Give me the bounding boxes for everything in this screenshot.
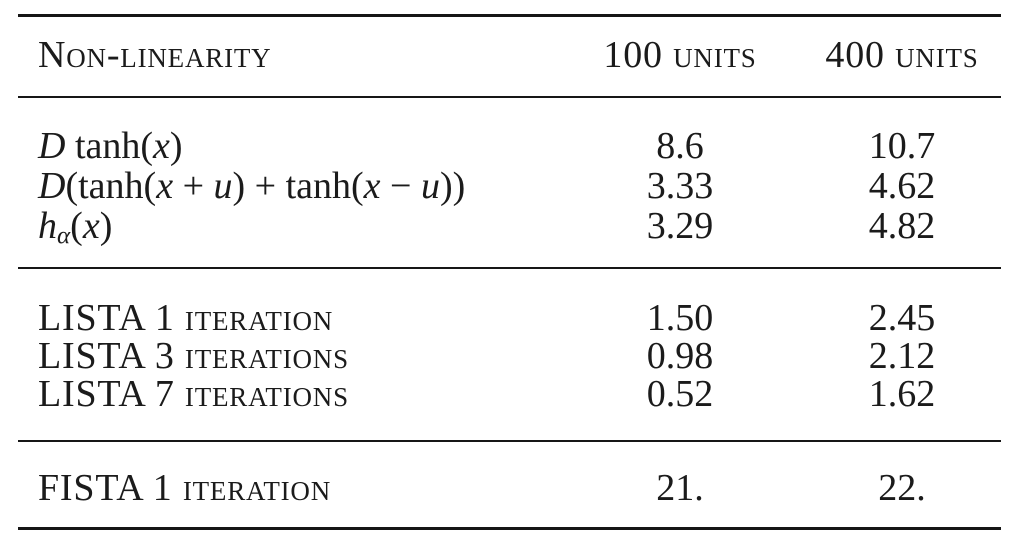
formula-segment: ) bbox=[169, 125, 183, 167]
formula-segment: x bbox=[82, 205, 100, 247]
formula-segment: ( bbox=[70, 205, 83, 247]
value-lista1-100: 1.50 bbox=[646, 297, 714, 339]
formula-subscript-alpha: α bbox=[57, 222, 71, 250]
value-halpha-400: 4.82 bbox=[868, 205, 936, 247]
formula-segment: ) + tanh( bbox=[232, 165, 364, 207]
header-400-units: 400 units bbox=[825, 34, 979, 76]
formula-segment: x bbox=[156, 165, 174, 207]
value-fista1-400: 22. bbox=[878, 467, 926, 509]
formula-segment: x bbox=[153, 125, 170, 167]
table-row-dtanh: D tanh(x) 8.6 10.7 bbox=[18, 126, 1001, 166]
value-lista7-100: 0.52 bbox=[646, 373, 714, 415]
formula-dtanh: D tanh(x) bbox=[18, 126, 585, 166]
value-lista7-400: 1.62 bbox=[868, 373, 936, 415]
table-bottom-rule bbox=[18, 527, 1001, 530]
formula-segment: ) bbox=[99, 205, 113, 247]
table-row-fista1: FISTA 1 iteration 21. 22. bbox=[18, 468, 1001, 508]
paper-table: Non-linearity 100 units 400 units D tanh… bbox=[18, 0, 1001, 530]
header-100-units: 100 units bbox=[603, 34, 757, 76]
formula-segment: D bbox=[38, 125, 66, 167]
table-top-rule bbox=[18, 14, 1001, 17]
label-lista7: LISTA 7 iterations bbox=[38, 373, 349, 415]
section-nonlinearities: D tanh(x) 8.6 10.7 D(tanh(x + u) + tanh(… bbox=[18, 126, 1001, 249]
formula-segment: tanh( bbox=[65, 125, 154, 167]
formula-segment: u bbox=[420, 165, 440, 207]
label-fista1: FISTA 1 iteration bbox=[38, 467, 332, 509]
table-row-lista3: LISTA 3 iterations 0.98 2.12 bbox=[18, 337, 1001, 375]
table-row-double-tanh: D(tanh(x + u) + tanh(x − u)) 3.33 4.62 bbox=[18, 166, 1001, 206]
value-dtanh-400: 10.7 bbox=[868, 125, 936, 167]
header-nonlinearity: Non-linearity bbox=[38, 34, 272, 76]
table-mid-rule-3 bbox=[18, 440, 1001, 442]
label-lista3: LISTA 3 iterations bbox=[38, 335, 349, 377]
formula-double-tanh: D(tanh(x + u) + tanh(x − u)) bbox=[18, 166, 585, 206]
value-double-tanh-400: 4.62 bbox=[868, 165, 936, 207]
formula-segment: x bbox=[363, 165, 381, 207]
formula-segment: u bbox=[213, 165, 233, 207]
value-lista3-400: 2.12 bbox=[868, 335, 936, 377]
value-fista1-100: 21. bbox=[656, 467, 704, 509]
value-halpha-100: 3.29 bbox=[646, 205, 714, 247]
section-lista: LISTA 1 iteration 1.50 2.45 LISTA 3 iter… bbox=[18, 299, 1001, 413]
value-dtanh-100: 8.6 bbox=[656, 125, 704, 167]
value-lista3-100: 0.98 bbox=[646, 335, 714, 377]
formula-segment: + bbox=[173, 165, 214, 207]
table-mid-rule-1 bbox=[18, 96, 1001, 98]
table-header-row: Non-linearity 100 units 400 units bbox=[18, 33, 1001, 77]
formula-halpha: hα(x) bbox=[18, 205, 585, 249]
formula-segment: − bbox=[380, 165, 421, 207]
formula-segment: (tanh( bbox=[65, 165, 157, 207]
value-lista1-400: 2.45 bbox=[868, 297, 936, 339]
formula-segment: h bbox=[38, 205, 57, 247]
table-row-lista7: LISTA 7 iterations 0.52 1.62 bbox=[18, 375, 1001, 413]
value-double-tanh-100: 3.33 bbox=[646, 165, 714, 207]
table-row-lista1: LISTA 1 iteration 1.50 2.45 bbox=[18, 299, 1001, 337]
table-mid-rule-2 bbox=[18, 267, 1001, 269]
formula-segment: D bbox=[38, 165, 66, 207]
section-fista: FISTA 1 iteration 21. 22. bbox=[18, 468, 1001, 508]
formula-segment: )) bbox=[439, 165, 466, 207]
label-lista1: LISTA 1 iteration bbox=[38, 297, 334, 339]
table-row-halpha: hα(x) 3.29 4.82 bbox=[18, 205, 1001, 249]
